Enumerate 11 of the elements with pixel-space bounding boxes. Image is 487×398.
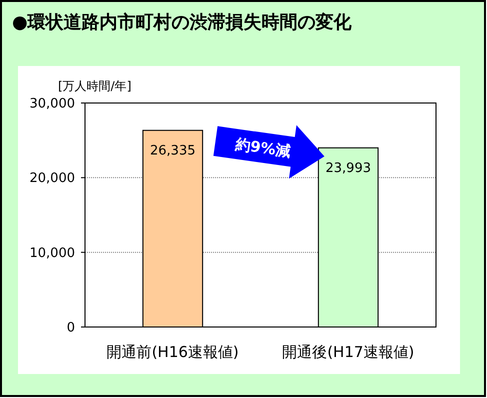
data-label: 26,335 (150, 143, 196, 158)
y-axis-title: [万人時間/年] (58, 79, 132, 93)
y-tick-label: 20,000 (30, 171, 75, 186)
chart-title: ●環状道路内市町村の渋滞損失時間の変化 (12, 12, 353, 33)
annotation: 約9%減 (233, 135, 292, 161)
y-tick-label: 0 (66, 320, 75, 336)
y-tick-label: 30,000 (30, 96, 75, 112)
x-tick-label: 開通前(H16速報値) (106, 343, 239, 361)
y-tick-label: 10,000 (30, 246, 75, 261)
data-label: 23,993 (326, 160, 371, 176)
x-tick-label: 開通後(H17速報値) (282, 343, 414, 361)
